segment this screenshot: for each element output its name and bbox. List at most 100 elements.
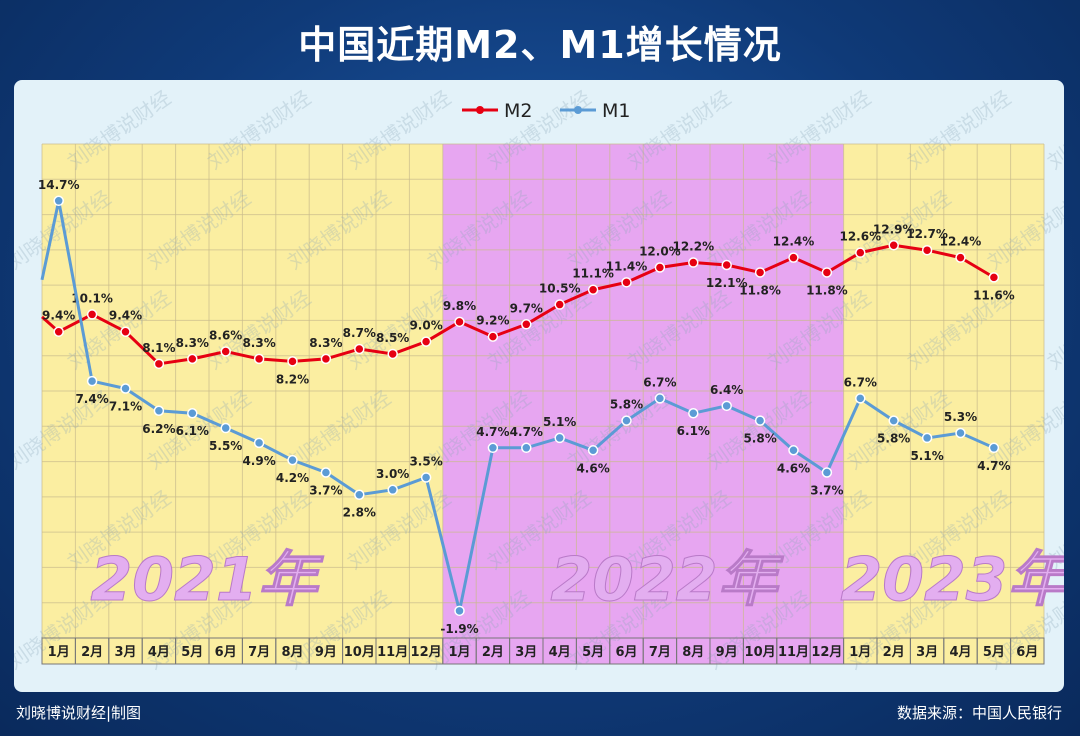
year-label: 2021年 [91, 545, 325, 615]
data-point-m1 [788, 445, 799, 456]
data-point-m2 [120, 326, 131, 337]
data-point-m2 [621, 277, 632, 288]
x-tick-label: 11月 [377, 645, 408, 660]
data-point-m1 [153, 405, 165, 417]
data-point-m2 [721, 259, 732, 271]
data-point-m2 [86, 309, 98, 320]
data-point-m2 [754, 267, 766, 278]
data-label-m2: 12.7% [906, 227, 948, 241]
data-label-m2: 12.6% [839, 230, 881, 244]
x-tick-label: 3月 [515, 645, 537, 660]
data-label-m1: 5.1% [543, 415, 576, 429]
chart-title: 中国近期M2、M1增长情况 [298, 23, 782, 67]
source-text: 数据来源：中国人民银行 [896, 704, 1062, 722]
data-label-m1: 3.0% [376, 467, 409, 481]
x-tick-label: 8月 [682, 645, 704, 660]
series-line-m1 [40, 200, 995, 612]
data-point-m2 [320, 353, 332, 365]
data-label-m2: 12.0% [639, 245, 681, 259]
x-tick-box [1010, 637, 1045, 665]
data-label-m1: 5.8% [877, 432, 910, 446]
data-label-m1: 5.8% [743, 432, 776, 446]
year-label: 2022年 [551, 545, 785, 615]
data-point-m1 [621, 415, 632, 426]
watermark-text: 刘晓博说财经 [1043, 286, 1064, 374]
x-tick-label: 10月 [745, 645, 776, 660]
x-tick-label: 5月 [181, 645, 203, 660]
data-point-m1 [955, 427, 966, 439]
data-label-m1: 7.4% [75, 392, 108, 406]
data-point-m1 [587, 445, 599, 456]
data-label-m2: 12.4% [773, 235, 815, 249]
data-label-m1: 5.3% [944, 410, 977, 424]
data-point-m2 [487, 331, 499, 342]
data-label-m2: 11.4% [606, 259, 648, 273]
data-label-m2: 11.8% [806, 283, 848, 297]
data-point-m2 [287, 356, 298, 367]
x-tick-label: 9月 [716, 645, 738, 660]
data-point-m1 [320, 467, 332, 478]
data-label-m2: 12.2% [672, 240, 714, 254]
data-label-m1: 5.8% [610, 398, 643, 412]
data-point-m1 [387, 484, 398, 496]
data-point-m2 [955, 252, 966, 263]
data-point-m1 [420, 472, 432, 483]
x-tick-label: 11月 [778, 645, 809, 660]
data-label-m1: 7.1% [109, 400, 142, 414]
data-label-m1: 3.7% [309, 484, 342, 498]
data-label-m2: 9.4% [109, 309, 142, 323]
data-point-m1 [554, 432, 565, 444]
x-tick-label: 2月 [81, 645, 103, 660]
credit-text: 刘晓博说财经|制图 [16, 704, 142, 722]
year-label: 2023年 [841, 545, 1065, 615]
data-point-m1 [220, 422, 231, 434]
data-point-m1 [86, 375, 98, 387]
data-label-m1: 2.8% [343, 506, 376, 520]
data-label-m1: 4.2% [276, 471, 309, 485]
x-tick-label: 1月 [48, 645, 70, 660]
data-point-m2 [454, 316, 465, 328]
series-line-m2 [41, 243, 995, 366]
data-label-m1: 5.5% [209, 439, 242, 453]
data-label-m1: 6.7% [844, 375, 877, 389]
data-label-m1: 4.6% [777, 461, 810, 475]
x-tick-label: 2月 [482, 645, 504, 660]
data-point-m1 [821, 467, 833, 478]
data-point-m2 [855, 247, 866, 258]
x-tick-label: 2月 [883, 645, 905, 660]
data-label-m2: 8.3% [176, 336, 209, 350]
data-point-m1 [921, 432, 933, 444]
x-tick-label: 1月 [849, 645, 871, 660]
data-label-m2: 9.0% [409, 319, 442, 333]
data-point-m2 [187, 353, 198, 365]
data-point-m1 [287, 454, 298, 466]
data-point-m1 [53, 195, 64, 207]
data-point-m2 [387, 348, 398, 360]
data-label-m1: 4.6% [576, 461, 609, 475]
data-point-m2 [821, 267, 833, 278]
data-label-m1: 3.5% [409, 454, 442, 468]
data-point-m1 [253, 437, 265, 449]
data-label-m2: 11.1% [572, 267, 614, 281]
legend: M2 M1 [462, 100, 630, 122]
x-tick-label: 6月 [215, 645, 237, 660]
data-label-m1: 14.7% [38, 178, 80, 192]
data-label-m2: 8.6% [209, 328, 242, 342]
chart-panel: 刘晓博说财经 刘晓博说财经 刘晓博说财经 刘晓博说财经 刘晓博说财经 刘晓博说财经 刘晓博说… [14, 80, 1064, 692]
data-point-m1 [688, 407, 699, 419]
x-tick-label: 1月 [448, 645, 470, 660]
data-label-m2: 11.6% [973, 288, 1015, 302]
data-label-m2: 8.3% [242, 336, 275, 350]
data-point-m1 [454, 605, 465, 617]
data-label-m1: 4.7% [977, 459, 1010, 473]
data-point-m1 [888, 415, 899, 426]
data-point-m2 [253, 353, 265, 365]
data-label-m2: 9.4% [42, 309, 75, 323]
x-tick-label: 3月 [916, 645, 938, 660]
data-point-m2 [587, 284, 599, 295]
data-point-m2 [688, 257, 699, 268]
data-label-m2: 11.8% [739, 283, 781, 297]
x-tick-label: 6月 [615, 645, 637, 660]
data-label-m2: 10.1% [71, 291, 113, 305]
x-tick-label: 7月 [649, 645, 671, 660]
